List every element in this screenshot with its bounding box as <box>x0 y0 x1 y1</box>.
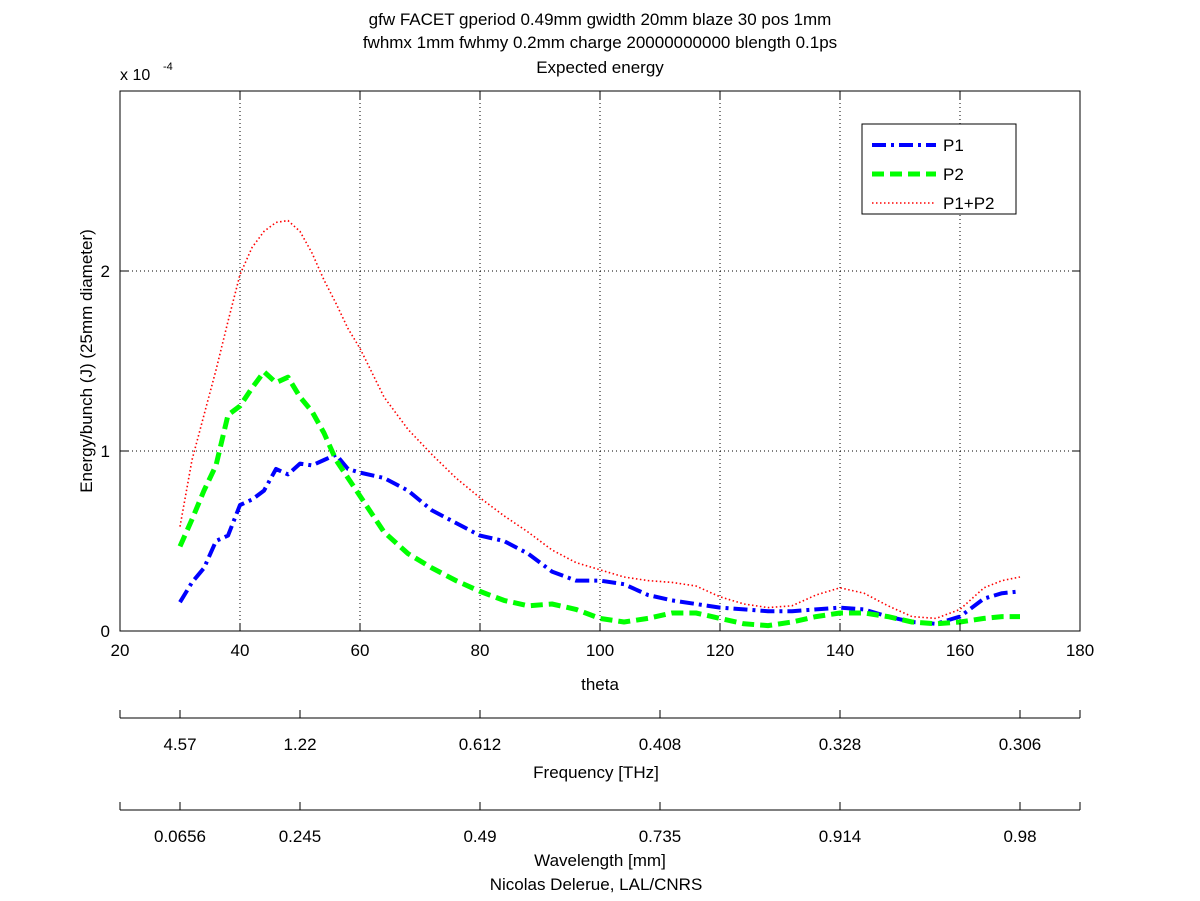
x-tick-label: 80 <box>471 641 490 660</box>
secondary-tick-label: 0.49 <box>463 827 496 846</box>
series-line-p2 <box>177 369 1020 629</box>
secondary-tick-label: 4.57 <box>163 735 196 754</box>
secondary-tick-label: 0.735 <box>639 827 682 846</box>
legend-entry-label: P1 <box>943 136 964 155</box>
x-tick-label: 100 <box>586 641 614 660</box>
credit-text: Nicolas Delerue, LAL/CNRS <box>490 875 703 894</box>
x-axis-label: theta <box>581 675 619 694</box>
frequency-axis-label: Frequency [THz] <box>533 763 659 782</box>
y-axis-ticks: 0 1 2 <box>101 262 1080 641</box>
chart-title-line-1: gfw FACET gperiod 0.49mm gwidth 20mm bla… <box>369 10 832 29</box>
x-tick-label: 160 <box>946 641 974 660</box>
x-tick-label: 40 <box>231 641 250 660</box>
chart-title-line-2: fwhmx 1mm fwhmy 0.2mm charge 20000000000… <box>363 33 837 52</box>
x-tick-label: 60 <box>351 641 370 660</box>
secondary-tick-label: 0.98 <box>1003 827 1036 846</box>
secondary-tick-label: 0.306 <box>999 735 1042 754</box>
x-tick-label: 120 <box>706 641 734 660</box>
y-tick-label: 2 <box>101 262 110 281</box>
wavelength-axis: 0.0656 0.245 0.49 0.735 0.914 0.98 Wavelength… <box>119 802 1081 870</box>
chart-title-line-3: Expected energy <box>536 58 664 77</box>
x-tick-label: 180 <box>1066 641 1094 660</box>
secondary-tick-label: 0.408 <box>639 735 682 754</box>
series-line-p1-p2 <box>179 219 1021 620</box>
y-axis-multiplier-exponent: -4 <box>163 61 173 73</box>
secondary-tick-label: 0.612 <box>459 735 502 754</box>
legend: P1 P2 P1+P2 <box>861 123 1017 215</box>
grid-lines <box>120 91 1080 631</box>
x-axis-ticks: 20 40 60 80 100 120 140 160 180 <box>111 91 1094 660</box>
series-lines <box>177 219 1021 629</box>
wavelength-axis-label: Wavelength [mm] <box>534 851 666 870</box>
x-tick-label: 140 <box>826 641 854 660</box>
legend-box <box>861 123 1017 215</box>
secondary-tick-label: 1.22 <box>283 735 316 754</box>
x-tick-label: 20 <box>111 641 130 660</box>
series-line-p1 <box>178 452 1021 626</box>
legend-entry-label: P1+P2 <box>943 194 995 213</box>
legend-entry-label: P2 <box>943 165 964 184</box>
y-axis-label: Energy/bunch (J) (25mm diameter) <box>77 229 96 493</box>
frequency-axis: 4.57 1.22 0.612 0.408 0.328 0.306 Frequency [… <box>119 710 1081 782</box>
secondary-tick-label: 0.0656 <box>154 827 206 846</box>
y-axis-multiplier: x 10 <box>120 67 150 84</box>
secondary-tick-label: 0.245 <box>279 827 322 846</box>
secondary-tick-label: 0.914 <box>819 827 862 846</box>
y-tick-label: 1 <box>101 442 110 461</box>
y-tick-label: 0 <box>101 622 110 641</box>
secondary-tick-label: 0.328 <box>819 735 862 754</box>
